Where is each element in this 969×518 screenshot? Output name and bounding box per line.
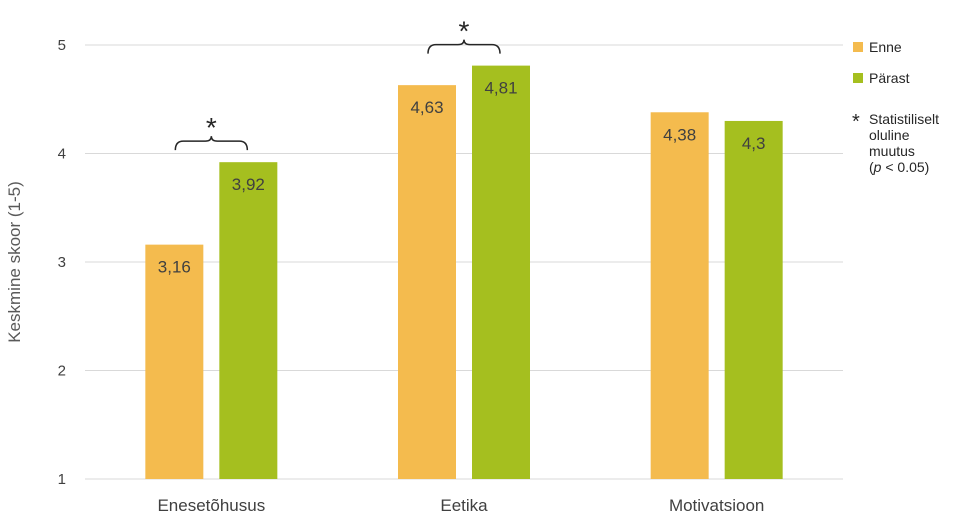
legend-significance-symbol: * bbox=[852, 111, 860, 133]
bar-enne-motivatsioon bbox=[650, 112, 709, 480]
significance-markers: ** bbox=[174, 16, 501, 151]
legend-significance-line-2: oluline bbox=[869, 127, 910, 143]
bar-parast-enesetohusus bbox=[219, 162, 278, 479]
significance-brace-enesetohusus bbox=[174, 136, 249, 151]
legend-label-enne: Enne bbox=[869, 39, 902, 55]
bar-parast-motivatsioon bbox=[724, 120, 783, 479]
significance-star: * bbox=[206, 112, 217, 143]
x-category-label: Enesetõhusus bbox=[157, 496, 265, 515]
data-label: 3,92 bbox=[232, 175, 265, 194]
y-tick-label: 5 bbox=[58, 37, 66, 54]
y-tick-label: 3 bbox=[58, 254, 66, 271]
legend-significance-line-1: Statistiliselt bbox=[869, 111, 939, 127]
y-axis-ticks: 1 2 3 4 5 bbox=[58, 37, 66, 488]
y-tick-label: 1 bbox=[58, 471, 66, 488]
legend-significance-p-value: (p < 0.05) bbox=[869, 159, 929, 175]
bar-parast-eetika bbox=[472, 65, 530, 480]
legend: Enne Pärast * Statistiliselt oluline muu… bbox=[852, 39, 939, 175]
legend-swatch-enne bbox=[853, 42, 863, 52]
y-axis-label: Keskmine skoor (1-5) bbox=[5, 181, 24, 343]
significance-brace-eetika bbox=[427, 39, 501, 54]
gridlines bbox=[85, 44, 843, 480]
bar-enne-enesetohusus bbox=[145, 244, 204, 479]
x-category-label: Motivatsioon bbox=[669, 496, 764, 515]
legend-p-rest: < 0.05) bbox=[881, 159, 929, 175]
legend-significance-line-3: muutus bbox=[869, 143, 915, 159]
legend-label-parast: Pärast bbox=[869, 70, 910, 86]
significance-star: * bbox=[459, 16, 470, 47]
y-tick-label: 4 bbox=[58, 146, 66, 163]
y-tick-label: 2 bbox=[58, 363, 66, 380]
bars: 3,16 3,92 4,63 4,81 4,38 4,3 bbox=[145, 65, 783, 480]
legend-swatch-parast bbox=[853, 73, 863, 83]
data-label: 4,81 bbox=[484, 79, 517, 98]
data-label: 4,38 bbox=[663, 125, 696, 144]
data-label: 3,16 bbox=[158, 258, 191, 277]
legend-p-italic: p bbox=[873, 159, 882, 175]
x-category-label: Eetika bbox=[440, 496, 488, 515]
data-label: 4,63 bbox=[410, 98, 443, 117]
data-label: 4,3 bbox=[742, 134, 766, 153]
x-axis-categories: Enesetõhusus Eetika Motivatsioon bbox=[157, 496, 764, 515]
bar-enne-eetika bbox=[398, 85, 456, 480]
